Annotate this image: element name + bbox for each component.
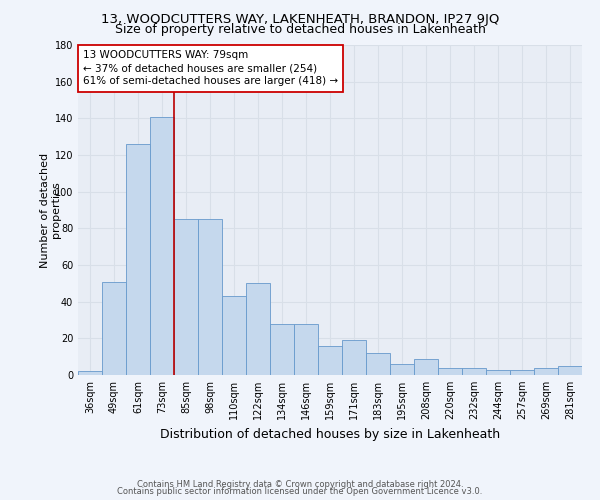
Bar — [342, 340, 366, 375]
Bar — [294, 324, 318, 375]
Bar — [78, 372, 102, 375]
Bar — [318, 346, 342, 375]
Text: Contains public sector information licensed under the Open Government Licence v3: Contains public sector information licen… — [118, 487, 482, 496]
Text: Contains HM Land Registry data © Crown copyright and database right 2024.: Contains HM Land Registry data © Crown c… — [137, 480, 463, 489]
Bar — [150, 116, 174, 375]
Bar — [102, 282, 126, 375]
Bar — [222, 296, 246, 375]
Bar — [366, 353, 390, 375]
Bar — [246, 284, 270, 375]
Y-axis label: Number of detached
properties: Number of detached properties — [40, 152, 61, 268]
Bar — [198, 219, 222, 375]
Bar — [510, 370, 534, 375]
Text: 13 WOODCUTTERS WAY: 79sqm
← 37% of detached houses are smaller (254)
61% of semi: 13 WOODCUTTERS WAY: 79sqm ← 37% of detac… — [83, 50, 338, 86]
Text: Size of property relative to detached houses in Lakenheath: Size of property relative to detached ho… — [115, 22, 485, 36]
Bar — [558, 366, 582, 375]
X-axis label: Distribution of detached houses by size in Lakenheath: Distribution of detached houses by size … — [160, 428, 500, 440]
Bar — [438, 368, 462, 375]
Bar — [486, 370, 510, 375]
Bar — [534, 368, 558, 375]
Bar — [390, 364, 414, 375]
Bar — [462, 368, 486, 375]
Bar — [174, 219, 198, 375]
Text: 13, WOODCUTTERS WAY, LAKENHEATH, BRANDON, IP27 9JQ: 13, WOODCUTTERS WAY, LAKENHEATH, BRANDON… — [101, 12, 499, 26]
Bar — [270, 324, 294, 375]
Bar — [126, 144, 150, 375]
Bar — [414, 358, 438, 375]
